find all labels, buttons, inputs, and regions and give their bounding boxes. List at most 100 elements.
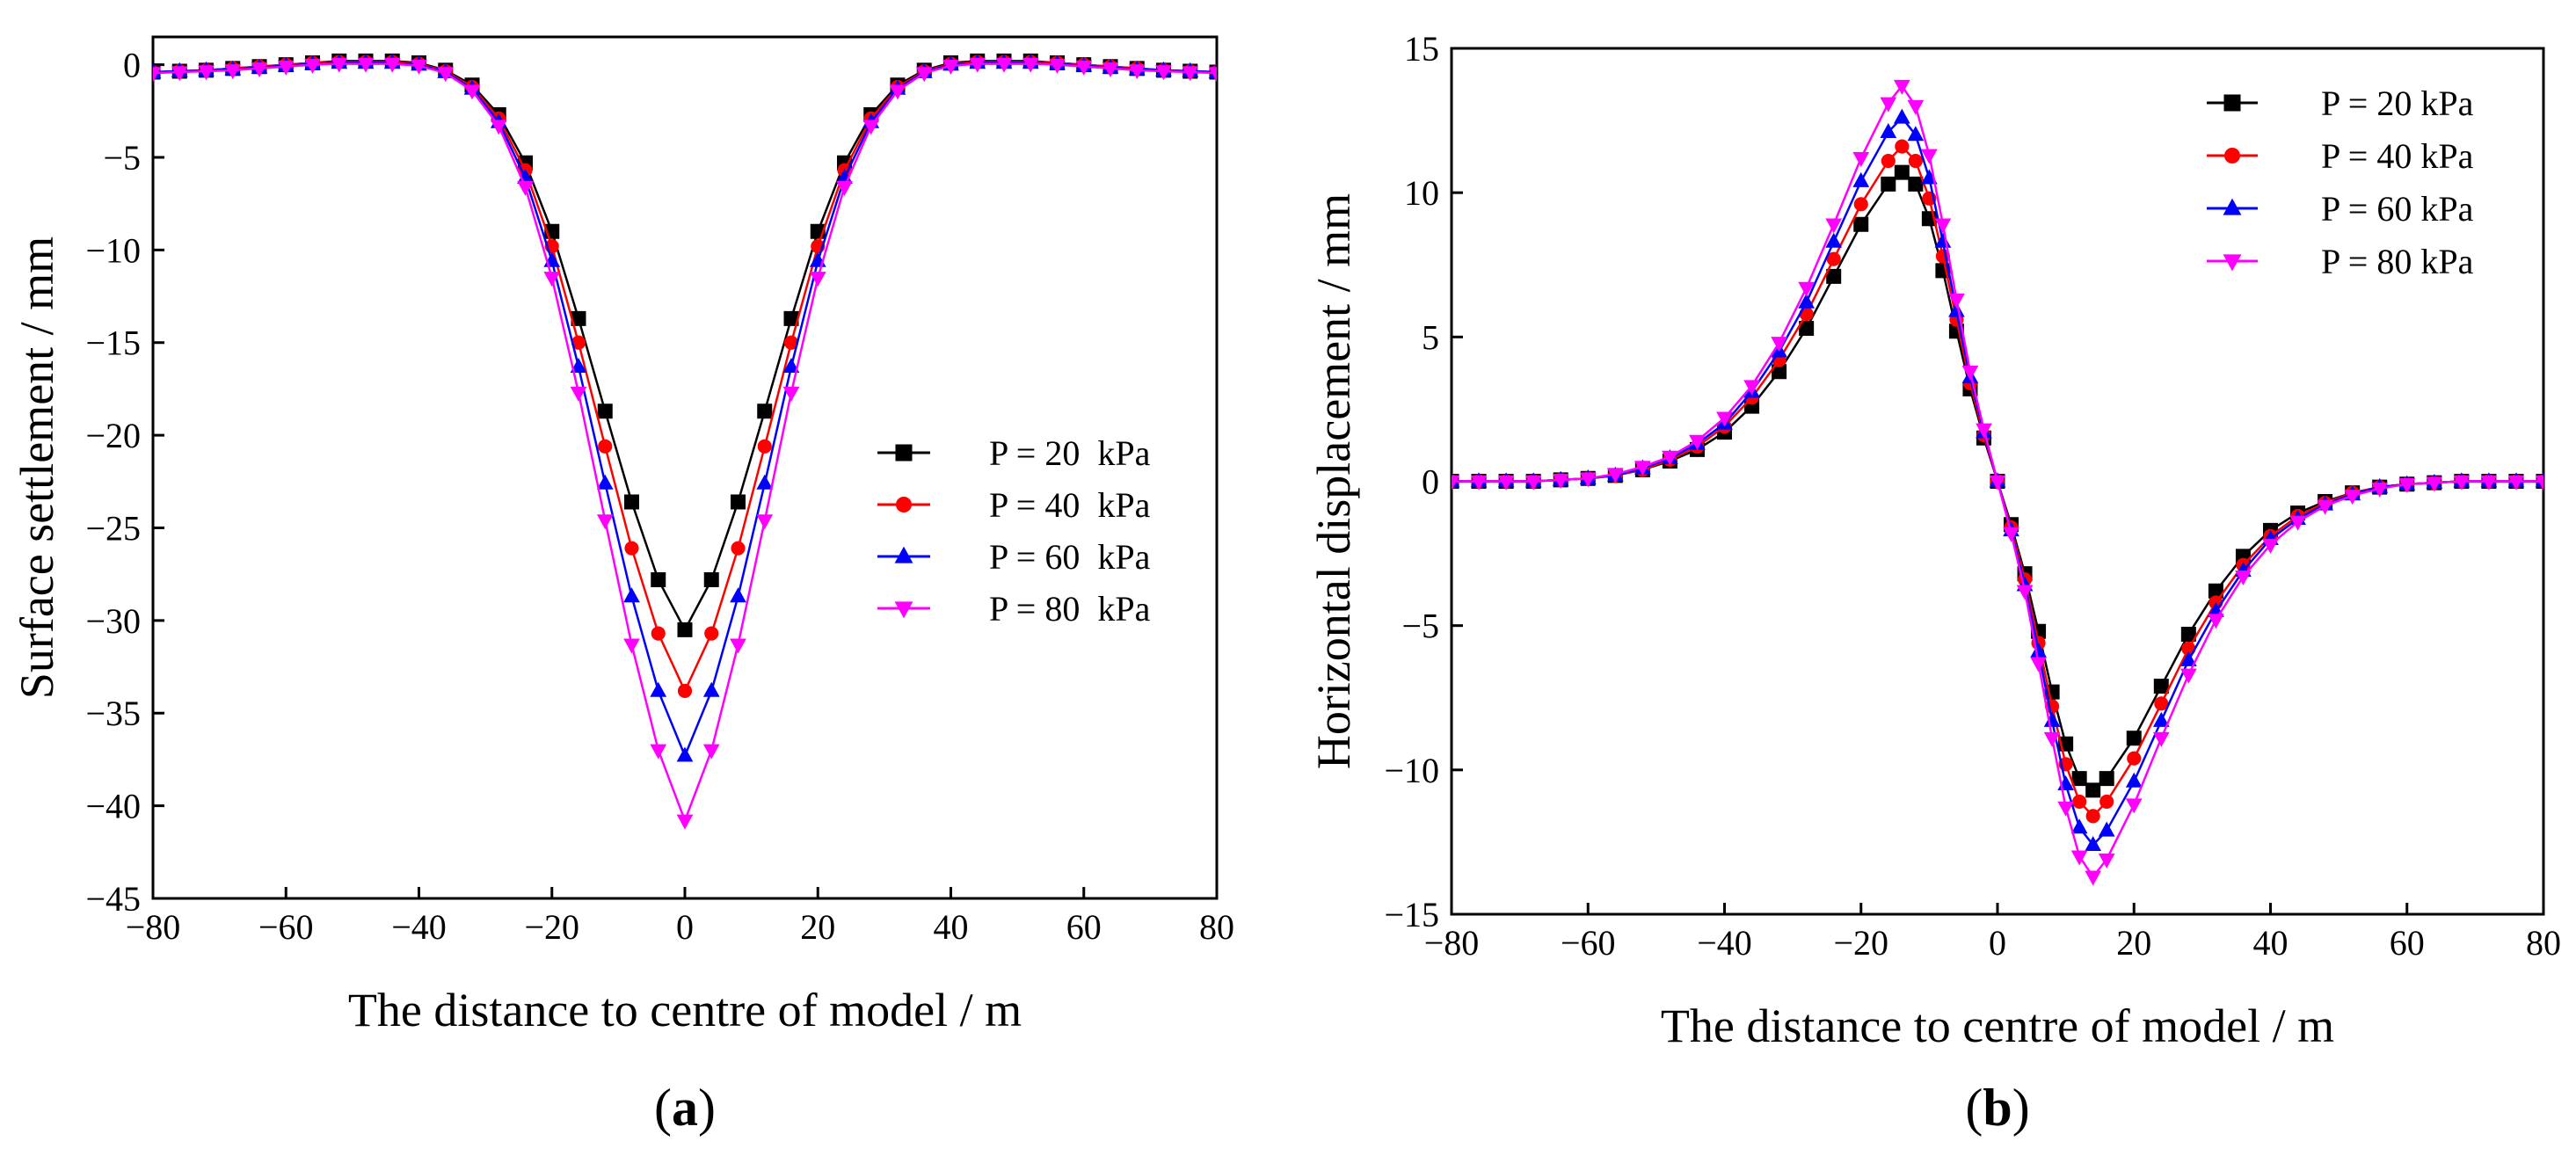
series-3 xyxy=(153,57,1217,830)
data-point xyxy=(2426,476,2443,492)
data-point xyxy=(651,572,666,588)
x-tick-label: −40 xyxy=(391,907,447,947)
data-point xyxy=(2152,711,2170,727)
x-tick-label: 60 xyxy=(1066,907,1102,947)
data-point xyxy=(2099,771,2114,787)
data-point xyxy=(1689,434,1706,450)
data-point xyxy=(2057,801,2074,817)
data-point xyxy=(490,120,507,135)
data-point xyxy=(277,60,295,76)
data-point xyxy=(1894,164,1910,180)
legend-marker xyxy=(2223,147,2241,164)
data-point xyxy=(915,67,933,83)
data-point xyxy=(1826,251,1841,266)
y-tick-label: −15 xyxy=(85,323,141,363)
legend-item: P = 80 kPa xyxy=(2207,242,2474,281)
data-point xyxy=(304,58,321,74)
legend-marker xyxy=(894,546,913,563)
data-point xyxy=(2317,499,2333,515)
data-point xyxy=(1662,450,1678,466)
x-axis-title: The distance to centre of model / m xyxy=(348,984,1022,1036)
data-point xyxy=(1961,365,1979,381)
data-point xyxy=(650,681,667,697)
data-point xyxy=(2099,794,2114,810)
data-point xyxy=(2085,782,2101,798)
data-point xyxy=(731,541,746,556)
data-point xyxy=(1989,475,2006,491)
data-point xyxy=(517,180,534,196)
data-point xyxy=(1881,176,1896,192)
y-tick-label: −10 xyxy=(85,230,141,270)
x-tick-label: 0 xyxy=(1989,923,2006,963)
data-point xyxy=(676,814,694,830)
data-point xyxy=(1799,306,1814,322)
data-point xyxy=(1075,60,1093,76)
data-point xyxy=(942,59,959,75)
panel-label-part: ( xyxy=(654,1079,672,1137)
data-point xyxy=(703,572,719,588)
data-point xyxy=(624,494,639,510)
data-point xyxy=(1908,153,1923,169)
panel-b-horizontal-displacement-chart: −80 −60 −40 −20 0 20 40 60 80 15 10 5 0 −5 −10 −15 The d… xyxy=(1307,29,2561,1137)
data-point xyxy=(676,746,694,762)
panel-label: (b) xyxy=(1965,1079,2029,1137)
x-tick-label: 0 xyxy=(676,907,694,947)
y-tick-label: −45 xyxy=(85,879,141,919)
x-tick-label: 60 xyxy=(2390,923,2425,963)
legend-item: P = 40 kPa xyxy=(2207,136,2474,176)
x-tick-label: −80 xyxy=(126,907,181,947)
data-point xyxy=(2398,477,2416,493)
panel-label-part: ( xyxy=(1965,1079,1983,1137)
data-point xyxy=(2289,515,2306,531)
data-point xyxy=(2070,850,2088,866)
data-point xyxy=(383,57,401,73)
data-point xyxy=(2507,475,2525,491)
legend-item: P = 20 kPa xyxy=(877,433,1151,473)
data-point xyxy=(2208,583,2223,599)
data-point xyxy=(2208,614,2224,629)
data-point xyxy=(731,494,746,510)
legend-marker xyxy=(2223,94,2241,112)
data-point xyxy=(411,59,427,75)
data-point xyxy=(2085,836,2102,851)
y-tick-label: 10 xyxy=(1404,173,1439,213)
data-point xyxy=(782,357,800,373)
data-point xyxy=(597,403,613,419)
y-axis-title: Surface settlement / mm xyxy=(11,236,63,699)
data-point xyxy=(1921,149,1938,164)
data-point xyxy=(2016,585,2034,600)
data-point xyxy=(2480,475,2498,491)
panel-label-part: a xyxy=(672,1079,698,1137)
data-point xyxy=(153,67,162,83)
legend: P = 20 kPa P = 40 kPa P = 60 kPa P = 80 kPa xyxy=(877,433,1151,629)
data-point xyxy=(702,681,720,697)
legend-item: P = 60 kPa xyxy=(877,537,1151,577)
legend-label: P = 80 kPa xyxy=(2321,242,2474,281)
y-tick-label: 15 xyxy=(1404,29,1439,69)
x-axis-title: The distance to centre of model / m xyxy=(1661,999,2334,1052)
y-tick-label: −40 xyxy=(85,787,141,826)
data-point xyxy=(463,84,481,100)
y-tick-label: −15 xyxy=(1384,895,1439,934)
data-point xyxy=(704,626,719,641)
data-point xyxy=(1155,65,1172,81)
data-point xyxy=(2127,751,2142,766)
y-tick-label: 0 xyxy=(123,46,141,85)
data-point xyxy=(809,272,826,287)
data-point xyxy=(1907,99,1925,115)
y-tick-label: −5 xyxy=(103,138,141,178)
data-point xyxy=(1606,468,1624,483)
data-point xyxy=(1798,293,1815,309)
data-point xyxy=(2085,809,2100,824)
data-point xyxy=(756,474,774,490)
data-point xyxy=(2003,527,2019,542)
data-point xyxy=(783,310,799,326)
x-tick-label: 80 xyxy=(1199,907,1234,947)
data-point xyxy=(1853,197,1868,212)
data-point xyxy=(1772,364,1787,380)
legend-label: P = 40 kPa xyxy=(989,485,1151,525)
data-point xyxy=(2125,772,2143,788)
data-point xyxy=(251,62,268,78)
data-point xyxy=(2085,870,2102,886)
x-tick-label: −40 xyxy=(1697,923,1752,963)
